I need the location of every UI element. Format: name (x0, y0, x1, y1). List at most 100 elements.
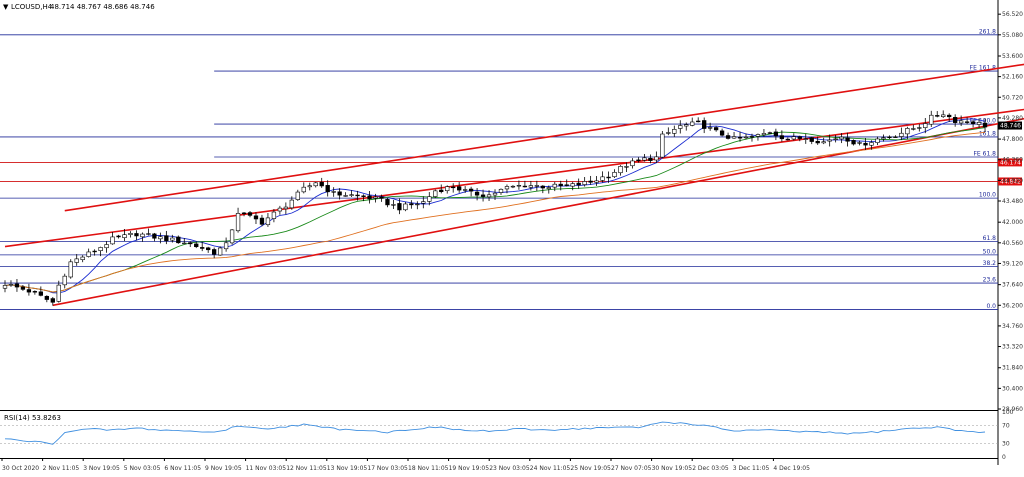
time-tick-label: 30 Nov 19:05 (652, 465, 693, 472)
candle (660, 130, 665, 158)
candle (164, 230, 169, 245)
candle-body (779, 135, 785, 140)
candle-body (678, 125, 683, 129)
candle (295, 189, 300, 201)
candle-body (958, 120, 964, 124)
time-axis: 30 Oct 2020 2 Nov 11:05 3 Nov 19:05 5 Nov 0… (1, 458, 810, 472)
candle (935, 111, 940, 118)
candle-body (540, 185, 545, 189)
price-tick-label: 53.600 (1002, 53, 1023, 60)
candle (433, 189, 438, 199)
candle (92, 249, 97, 256)
ohlc-readout: 48.714 48.767 48.686 48.746 (50, 3, 155, 11)
time-tick-label: 13 Nov 19:05 (327, 465, 368, 472)
price-tick-label: 34.760 (1002, 323, 1023, 330)
candle (648, 154, 653, 164)
candle-body (552, 183, 557, 188)
rsi-panel: 100 70 30 0 (0, 409, 1014, 461)
candle-body (660, 133, 665, 158)
candle (56, 280, 61, 303)
candle-body (2, 285, 8, 289)
candle-body (970, 121, 976, 124)
candle (343, 192, 348, 197)
candle (62, 273, 67, 289)
candle (719, 128, 725, 137)
candle-body (259, 217, 265, 225)
candle-body (152, 233, 157, 239)
candle (612, 169, 617, 178)
candle (893, 135, 898, 138)
candle (767, 131, 773, 134)
candle (857, 140, 862, 146)
candle-body (235, 213, 241, 232)
candle-body (815, 140, 820, 144)
candle-body (964, 121, 970, 123)
candle (307, 182, 312, 191)
candle (666, 127, 671, 136)
candle (409, 200, 414, 209)
candle (68, 259, 73, 279)
symbol-label: LCOUSD,H4 (11, 3, 53, 11)
candle-body (654, 156, 659, 161)
candle-body (468, 188, 474, 192)
channel-line[interactable] (52, 76, 1024, 307)
candle-body (809, 137, 814, 142)
candle (678, 120, 683, 134)
candle (785, 137, 790, 141)
candle (146, 228, 151, 236)
fib-level-label: 0.0 (986, 303, 996, 310)
candle-body (857, 142, 862, 144)
candle (845, 132, 850, 147)
candle (958, 115, 964, 127)
candle (636, 157, 641, 163)
rsi-header: RSI(14) 53.8263 (4, 414, 61, 422)
candle (899, 127, 904, 141)
candle (582, 177, 587, 187)
candle (355, 190, 360, 201)
candle (707, 122, 713, 131)
candle-body (337, 191, 342, 196)
candle (690, 117, 695, 127)
candle (654, 151, 659, 164)
candle (905, 126, 910, 140)
candle (839, 133, 844, 144)
price-tick-label: 55.080 (1002, 32, 1023, 39)
candle-body (349, 194, 354, 196)
price-tick-label: 56.520 (1002, 11, 1023, 18)
candle-body (229, 229, 235, 244)
candle (439, 184, 444, 194)
candle-body (630, 160, 635, 167)
candle (38, 286, 44, 297)
candle (451, 183, 456, 193)
time-tick-label: 24 Nov 11:05 (530, 465, 571, 472)
candle-body (206, 247, 211, 251)
candle (624, 162, 629, 172)
candle-body (941, 114, 946, 118)
time-tick-label: 12 Nov 11:05 (286, 465, 327, 472)
candle (600, 171, 605, 183)
candle (32, 290, 38, 295)
candle-body (881, 137, 886, 140)
dropdown-triangle-icon[interactable]: ▼ (3, 3, 9, 11)
candle-body (164, 235, 169, 242)
candle (492, 189, 498, 201)
candle-body (212, 249, 217, 255)
price-tick-label: 52.160 (1002, 74, 1023, 81)
candle (576, 178, 581, 189)
rsi-title: RSI(14) 53.8263 (4, 414, 61, 422)
candle (427, 192, 432, 206)
channel-line[interactable] (64, 30, 1024, 212)
candle-body (289, 199, 294, 209)
candle-body (415, 203, 420, 206)
candle-body (277, 207, 283, 212)
fib-level-label: 23.6 (983, 277, 997, 284)
candle-body (158, 236, 163, 240)
candle (875, 136, 880, 146)
price-tick-label: 49.280 (1002, 115, 1023, 122)
fib-level-label: FE 61.8 (973, 151, 996, 158)
candle (44, 295, 49, 303)
candle-body (427, 196, 432, 202)
candle-body (128, 233, 133, 235)
candle-body (92, 250, 97, 253)
